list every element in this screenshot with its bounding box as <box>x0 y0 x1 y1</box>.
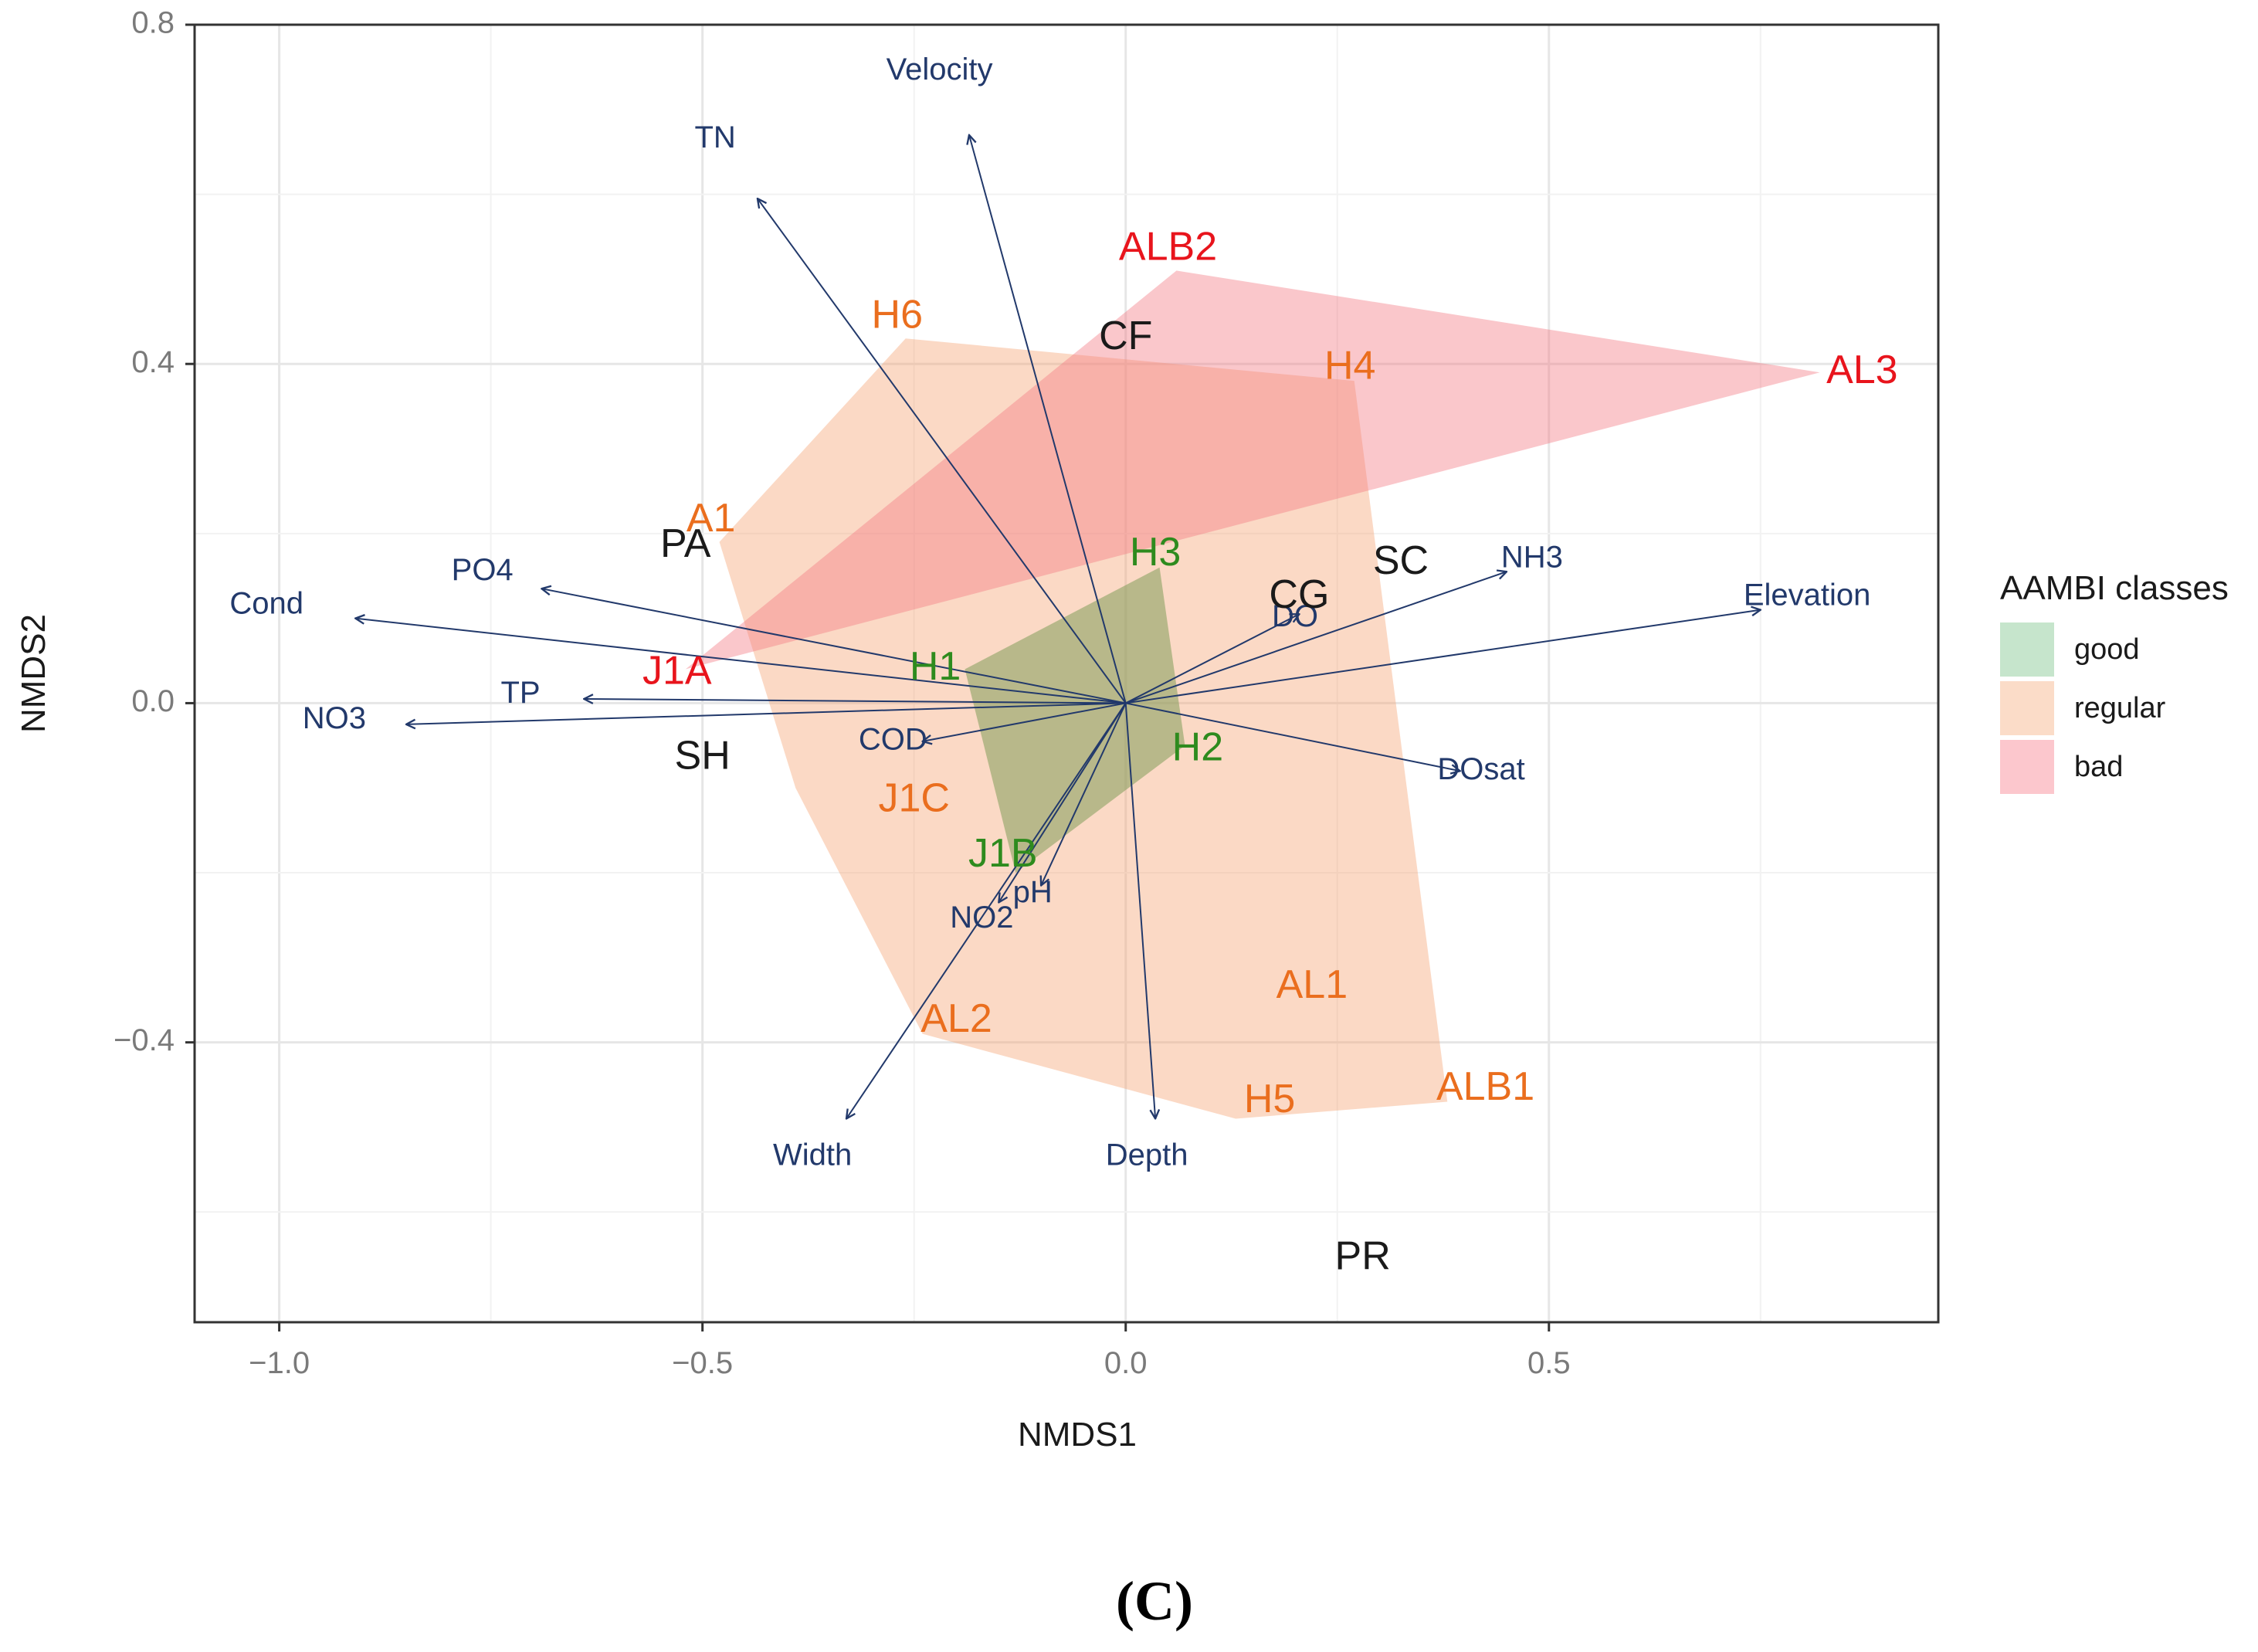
vector-label-no3: NO3 <box>303 701 366 735</box>
site-label-sc: SC <box>1373 538 1429 583</box>
vector-label-cond: Cond <box>229 587 303 621</box>
vector-label-depth: Depth <box>1106 1138 1188 1172</box>
hull-good <box>965 567 1185 873</box>
x-axis-title: NMDS1 <box>1018 1416 1137 1454</box>
site-label-cf: CF <box>1099 314 1152 358</box>
y-tick-label: 0.4 <box>131 345 175 379</box>
vector-arrow-cond <box>355 619 1126 704</box>
legend-label-regular: regular <box>2074 692 2166 724</box>
vector-arrow-depth <box>1124 703 1155 1118</box>
vector-label-dosat: DOsat <box>1437 752 1524 786</box>
site-label-j1c: J1C <box>878 775 949 820</box>
vector-label-nh3: NH3 <box>1501 540 1563 574</box>
vector-label-cod: COD <box>859 722 927 756</box>
vector-label-tp: TP <box>500 676 540 710</box>
vector-arrow-velocity <box>969 135 1127 704</box>
vector-arrow-do <box>1125 614 1300 704</box>
y-tick-label: 0.0 <box>131 684 175 718</box>
legend-label-bad: bad <box>2074 751 2123 783</box>
grid-lines <box>195 23 1938 1322</box>
x-tick-label: 0.5 <box>1527 1346 1571 1380</box>
legend-swatch-regular <box>2000 681 2054 735</box>
legend-title: AAMBI classes <box>2000 569 2229 607</box>
vector-label-do: DO <box>1272 599 1318 633</box>
y-axis-title: NMDS2 <box>15 614 53 733</box>
vector-arrow-nh3 <box>1125 572 1507 704</box>
y-tick-label: −0.4 <box>114 1023 175 1057</box>
site-label-cg: CG <box>1269 572 1329 617</box>
vector-arrow-po4 <box>541 589 1126 704</box>
x-tick-label: −0.5 <box>672 1346 733 1380</box>
vector-arrow-width <box>846 702 1127 1118</box>
class-hulls <box>685 270 1820 1119</box>
vector-arrow-tp <box>584 699 1126 703</box>
site-label-alb1: ALB1 <box>1436 1064 1534 1109</box>
vector-label-ph: pH <box>1013 875 1053 909</box>
site-label-alb2: ALB2 <box>1119 225 1217 270</box>
vector-label-po4: PO4 <box>452 553 514 587</box>
vector-label-elevation: Elevation <box>1744 578 1871 612</box>
panel-label: (C) <box>1116 1570 1193 1632</box>
site-label-sh: SH <box>675 734 731 779</box>
legend-label-good: good <box>2074 633 2140 666</box>
site-label-j1b: J1B <box>968 831 1038 876</box>
environmental-vectors: VelocityTNPO4CondTPNO3CODNO2pHWidthDepth… <box>229 53 1870 1172</box>
site-label-al2: AL2 <box>920 996 992 1041</box>
site-label-h3: H3 <box>1130 530 1181 575</box>
site-labels: ALB2 AL3 J1A H6 H4 A1 J1C AL1 AL2 H5 ALB1 H3 H1 H2 J1B… <box>642 225 1898 1279</box>
site-label-al3: AL3 <box>1826 348 1898 392</box>
vector-arrow-tn <box>758 198 1127 704</box>
vector-label-width: Width <box>773 1138 852 1172</box>
vector-arrow-ph <box>1041 703 1127 885</box>
hull-bad <box>685 270 1820 670</box>
legend-entries: good regular bad <box>2000 622 2166 794</box>
vector-arrow-elevation <box>1125 610 1761 704</box>
site-label-h2: H2 <box>1172 725 1223 770</box>
site-label-a1: A1 <box>687 496 736 541</box>
site-label-j1a: J1A <box>642 649 712 694</box>
vector-arrow-no2 <box>998 702 1127 902</box>
plot-border <box>193 23 1940 1324</box>
vector-arrow-no3 <box>406 702 1126 724</box>
y-tick-label: 0.8 <box>131 6 175 40</box>
axis-ticks: −1.0 −0.5 0.0 0.5 −0.4 0.0 0.4 0.8 <box>114 6 1571 1380</box>
legend-swatch-good <box>2000 622 2054 677</box>
vector-label-tn: TN <box>694 120 735 154</box>
vector-label-velocity: Velocity <box>887 53 993 87</box>
site-label-h6: H6 <box>872 293 923 338</box>
x-tick-label: −1.0 <box>249 1346 310 1380</box>
legend: AAMBI classes good regular bad <box>2000 569 2229 794</box>
vector-arrow-dosat <box>1125 702 1460 771</box>
site-label-al1: AL1 <box>1276 962 1348 1007</box>
site-label-h5: H5 <box>1244 1077 1295 1121</box>
legend-swatch-bad <box>2000 740 2054 794</box>
site-label-h1: H1 <box>910 644 961 689</box>
vector-arrow-cod <box>923 702 1126 741</box>
site-label-h4: H4 <box>1324 343 1375 388</box>
x-tick-label: 0.0 <box>1104 1346 1148 1380</box>
site-label-pa: PA <box>660 521 711 566</box>
site-label-pr: PR <box>1335 1233 1391 1278</box>
